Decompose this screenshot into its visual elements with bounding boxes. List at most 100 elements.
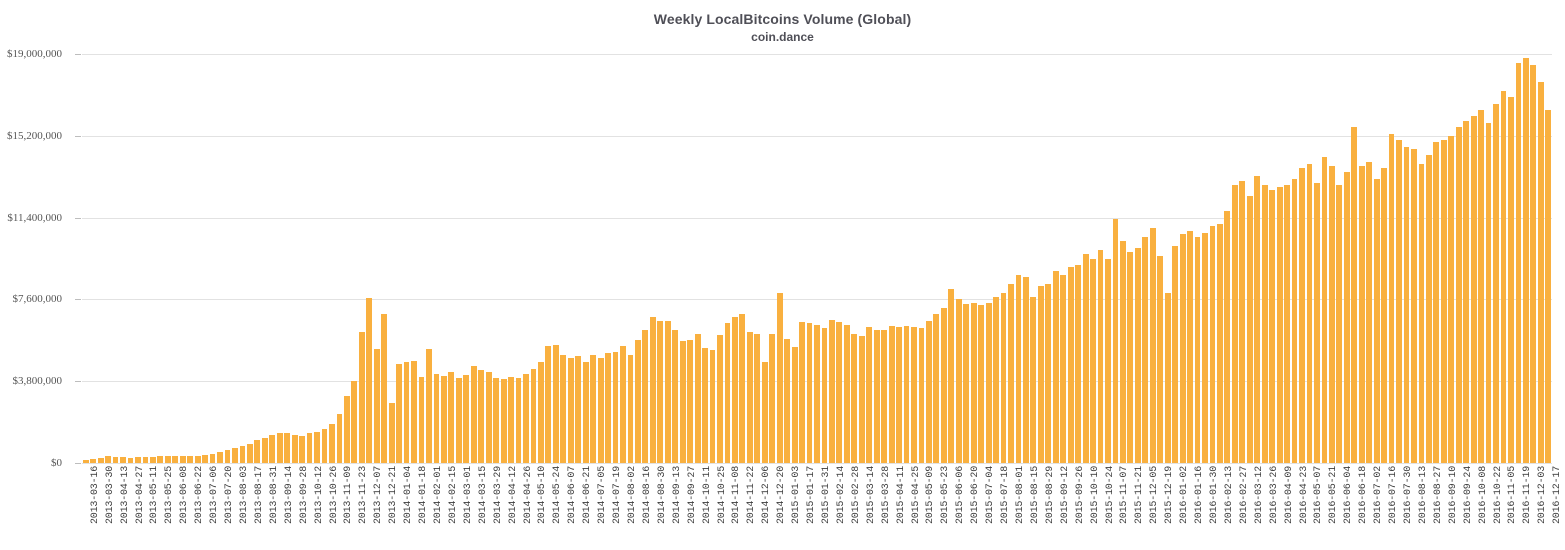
bar[interactable] [142, 456, 149, 463]
bar[interactable] [1314, 183, 1320, 463]
bar[interactable] [1478, 109, 1484, 463]
bar[interactable] [1343, 172, 1350, 463]
bar[interactable] [105, 455, 112, 463]
bar[interactable] [620, 345, 626, 463]
bar[interactable] [433, 373, 440, 463]
bar[interactable] [970, 302, 977, 463]
bar[interactable] [560, 355, 567, 463]
bar[interactable] [612, 352, 619, 463]
bar[interactable] [358, 331, 365, 463]
bar[interactable] [918, 328, 925, 463]
bar[interactable] [426, 348, 432, 463]
bar[interactable] [381, 314, 388, 463]
bar[interactable] [523, 373, 529, 463]
bar[interactable] [343, 396, 350, 463]
bar[interactable] [1381, 168, 1387, 463]
bar[interactable] [500, 379, 507, 463]
bar[interactable] [1321, 157, 1328, 463]
bar[interactable] [784, 339, 791, 463]
bar[interactable] [172, 456, 179, 463]
bar[interactable] [963, 303, 970, 463]
bar[interactable] [187, 456, 194, 463]
bar[interactable] [1224, 211, 1231, 463]
bar[interactable] [388, 402, 395, 463]
bar[interactable] [299, 435, 306, 463]
bar[interactable] [955, 299, 962, 463]
bar[interactable] [1530, 64, 1537, 463]
bar[interactable] [1023, 276, 1029, 463]
bar[interactable] [321, 428, 328, 463]
bar[interactable] [1522, 58, 1529, 463]
bar[interactable] [1373, 178, 1380, 463]
bar[interactable] [164, 455, 171, 463]
bar[interactable] [679, 341, 686, 463]
bar[interactable] [1120, 241, 1126, 463]
bar[interactable] [724, 323, 731, 463]
bar[interactable] [179, 455, 186, 463]
bar[interactable] [605, 353, 611, 463]
bar[interactable] [687, 340, 694, 463]
bar[interactable] [470, 366, 477, 463]
bar[interactable] [948, 288, 955, 463]
bar[interactable] [709, 350, 716, 463]
bar[interactable] [896, 327, 902, 463]
bar[interactable] [1060, 274, 1067, 463]
bar[interactable] [1157, 256, 1164, 463]
bar[interactable] [664, 320, 671, 463]
bar[interactable] [537, 361, 544, 463]
bar[interactable] [1194, 236, 1201, 463]
bar[interactable] [1127, 252, 1134, 463]
bar[interactable] [1299, 168, 1305, 463]
bar[interactable] [552, 344, 559, 463]
bar[interactable] [1067, 267, 1074, 463]
bar[interactable] [448, 371, 455, 463]
bar[interactable] [254, 440, 261, 463]
bar[interactable] [1239, 181, 1246, 463]
bar[interactable] [135, 457, 141, 463]
bar[interactable] [1261, 185, 1268, 463]
bar[interactable] [1097, 249, 1104, 463]
bar[interactable] [575, 356, 582, 463]
bar[interactable] [1179, 233, 1186, 463]
bar[interactable] [985, 302, 992, 463]
bar[interactable] [224, 449, 231, 463]
bar[interactable] [993, 297, 999, 463]
bar[interactable] [440, 375, 447, 463]
bar[interactable] [411, 360, 417, 463]
bar[interactable] [1187, 230, 1193, 463]
bar[interactable] [1000, 292, 1007, 463]
bar[interactable] [717, 334, 723, 463]
bar[interactable] [209, 453, 216, 463]
bar[interactable] [1209, 226, 1216, 463]
bar[interactable] [508, 376, 514, 463]
bar[interactable] [1485, 122, 1492, 463]
bar[interactable] [1164, 292, 1171, 463]
bar[interactable] [694, 333, 701, 463]
bar[interactable] [642, 329, 649, 463]
bar[interactable] [276, 433, 283, 463]
bar[interactable] [373, 348, 380, 463]
bar[interactable] [515, 377, 522, 463]
bar[interactable] [799, 322, 805, 463]
bar[interactable] [366, 298, 373, 463]
bar[interactable] [478, 370, 485, 463]
bar[interactable] [836, 322, 843, 463]
bar[interactable] [1463, 120, 1470, 463]
bar[interactable] [232, 447, 238, 463]
bar[interactable] [776, 292, 783, 463]
bar[interactable] [306, 433, 313, 463]
bar[interactable] [702, 347, 708, 463]
bar[interactable] [829, 319, 835, 463]
bar[interactable] [1052, 271, 1059, 463]
bar[interactable] [1217, 224, 1223, 463]
bar[interactable] [754, 333, 761, 463]
bar[interactable] [821, 328, 828, 463]
bar[interactable] [1396, 140, 1402, 463]
bar[interactable] [284, 432, 291, 463]
bar[interactable] [1493, 103, 1499, 463]
bar[interactable] [1403, 146, 1410, 463]
bar[interactable] [1202, 232, 1208, 463]
bar[interactable] [1112, 218, 1119, 463]
bar[interactable] [127, 457, 134, 463]
bar[interactable] [851, 333, 858, 463]
